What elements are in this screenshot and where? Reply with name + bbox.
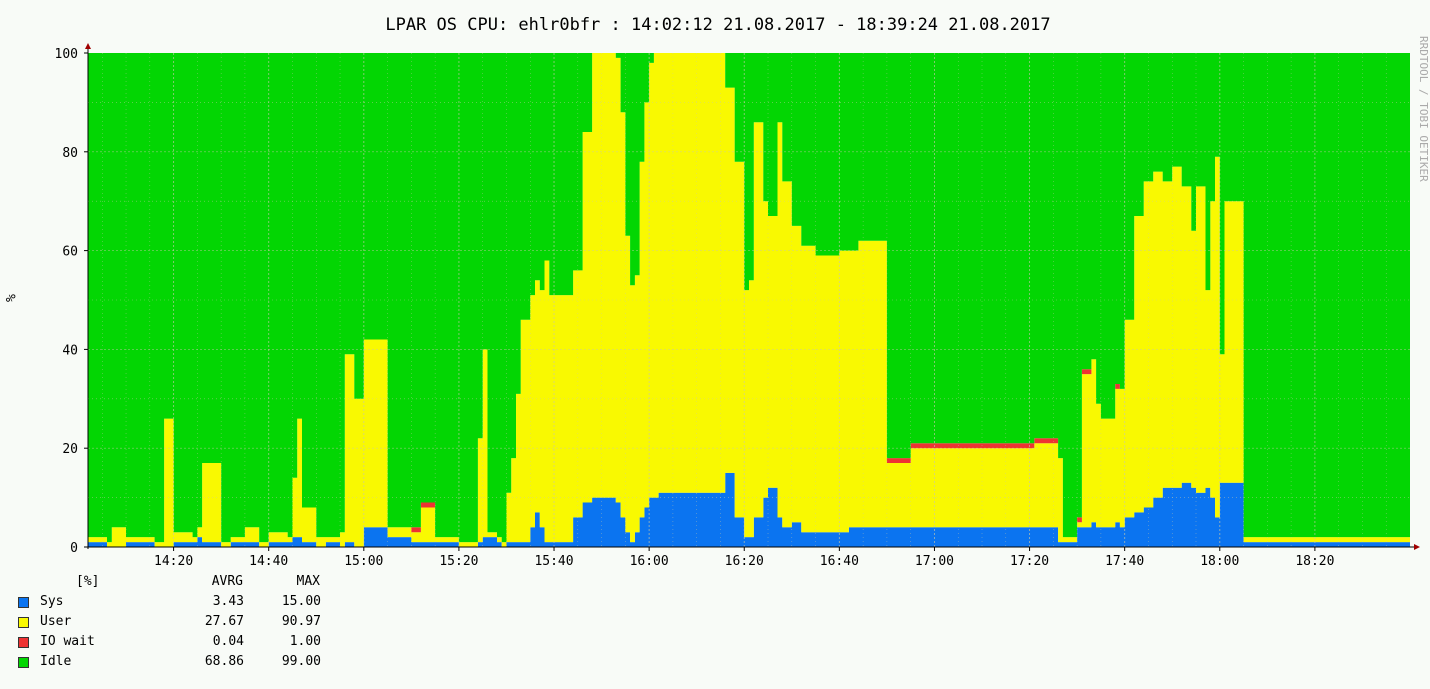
x-tick-label: 15:00: [344, 554, 383, 569]
x-axis-arrow: [1414, 544, 1420, 550]
x-tick-label: 17:00: [915, 554, 954, 569]
legend-avg: 27.67: [204, 614, 244, 629]
x-tick-label: 16:00: [630, 554, 669, 569]
legend-max: 99.00: [281, 654, 321, 669]
watermark: RRDTOOL / TOBI OETIKER: [1417, 36, 1430, 182]
tick-labels: 14:20 14:40 15:00 15:20 15:40 16:00 16:20 16:40…: [55, 47, 1335, 569]
legend-avg-header: AVRG: [211, 574, 243, 589]
legend-swatch-idle: [18, 656, 29, 668]
y-tick-label: 60: [62, 245, 78, 260]
legend-label: User: [40, 614, 72, 629]
area-idle: [88, 53, 1410, 543]
y-tick-label: 100: [55, 47, 78, 62]
legend-label: Idle: [40, 654, 72, 669]
x-tick-label: 17:40: [1105, 554, 1144, 569]
x-tick-label: 14:40: [249, 554, 288, 569]
legend-swatch-sys: [18, 596, 29, 608]
x-tick-label: 16:40: [820, 554, 859, 569]
legend-unit: [%]: [76, 574, 100, 589]
legend-max: 15.00: [281, 594, 321, 609]
y-tick-label: 20: [62, 442, 78, 457]
area-sys: [88, 472, 1410, 547]
legend: [%] AVRG MAX Sys 3.43 15.00 User 27.67 9…: [18, 572, 321, 672]
legend-label: IO wait: [40, 634, 95, 649]
x-tick-label: 15:20: [439, 554, 478, 569]
chart-title: LPAR OS CPU: ehlr0bfr : 14:02:12 21.08.2…: [385, 15, 1050, 35]
legend-max: 90.97: [281, 614, 321, 629]
area-user: [88, 53, 1410, 547]
x-tick-label: 14:20: [154, 554, 193, 569]
x-tick-label: 17:20: [1010, 554, 1049, 569]
y-axis-arrow: [85, 43, 91, 49]
legend-avg: 0.04: [212, 634, 244, 649]
legend-max: 1.00: [289, 634, 321, 649]
legend-row-iowait: IO wait 0.04 1.00: [18, 632, 321, 652]
legend-avg: 68.86: [204, 654, 244, 669]
legend-header: [%] AVRG MAX: [18, 572, 321, 592]
legend-max-header: MAX: [296, 574, 320, 589]
x-tick-label: 18:20: [1295, 554, 1334, 569]
x-tick-label: 18:00: [1200, 554, 1239, 569]
legend-swatch-iowait: [18, 636, 29, 648]
legend-swatch-user: [18, 616, 29, 628]
legend-row-idle: Idle 68.86 99.00: [18, 652, 321, 672]
y-tick-label: 0: [70, 541, 78, 556]
grid: [88, 53, 1410, 547]
y-axis-label: %: [2, 294, 17, 302]
y-tick-label: 80: [62, 146, 78, 161]
axes: [85, 43, 1420, 550]
x-tick-label: 15:40: [534, 554, 573, 569]
legend-avg: 3.43: [212, 594, 244, 609]
x-tick-label: 16:20: [725, 554, 764, 569]
legend-row-user: User 27.67 90.97: [18, 612, 321, 632]
stacked-areas: [88, 53, 1410, 547]
legend-label: Sys: [40, 594, 64, 609]
legend-row-sys: Sys 3.43 15.00: [18, 592, 321, 612]
y-tick-label: 40: [62, 343, 78, 358]
